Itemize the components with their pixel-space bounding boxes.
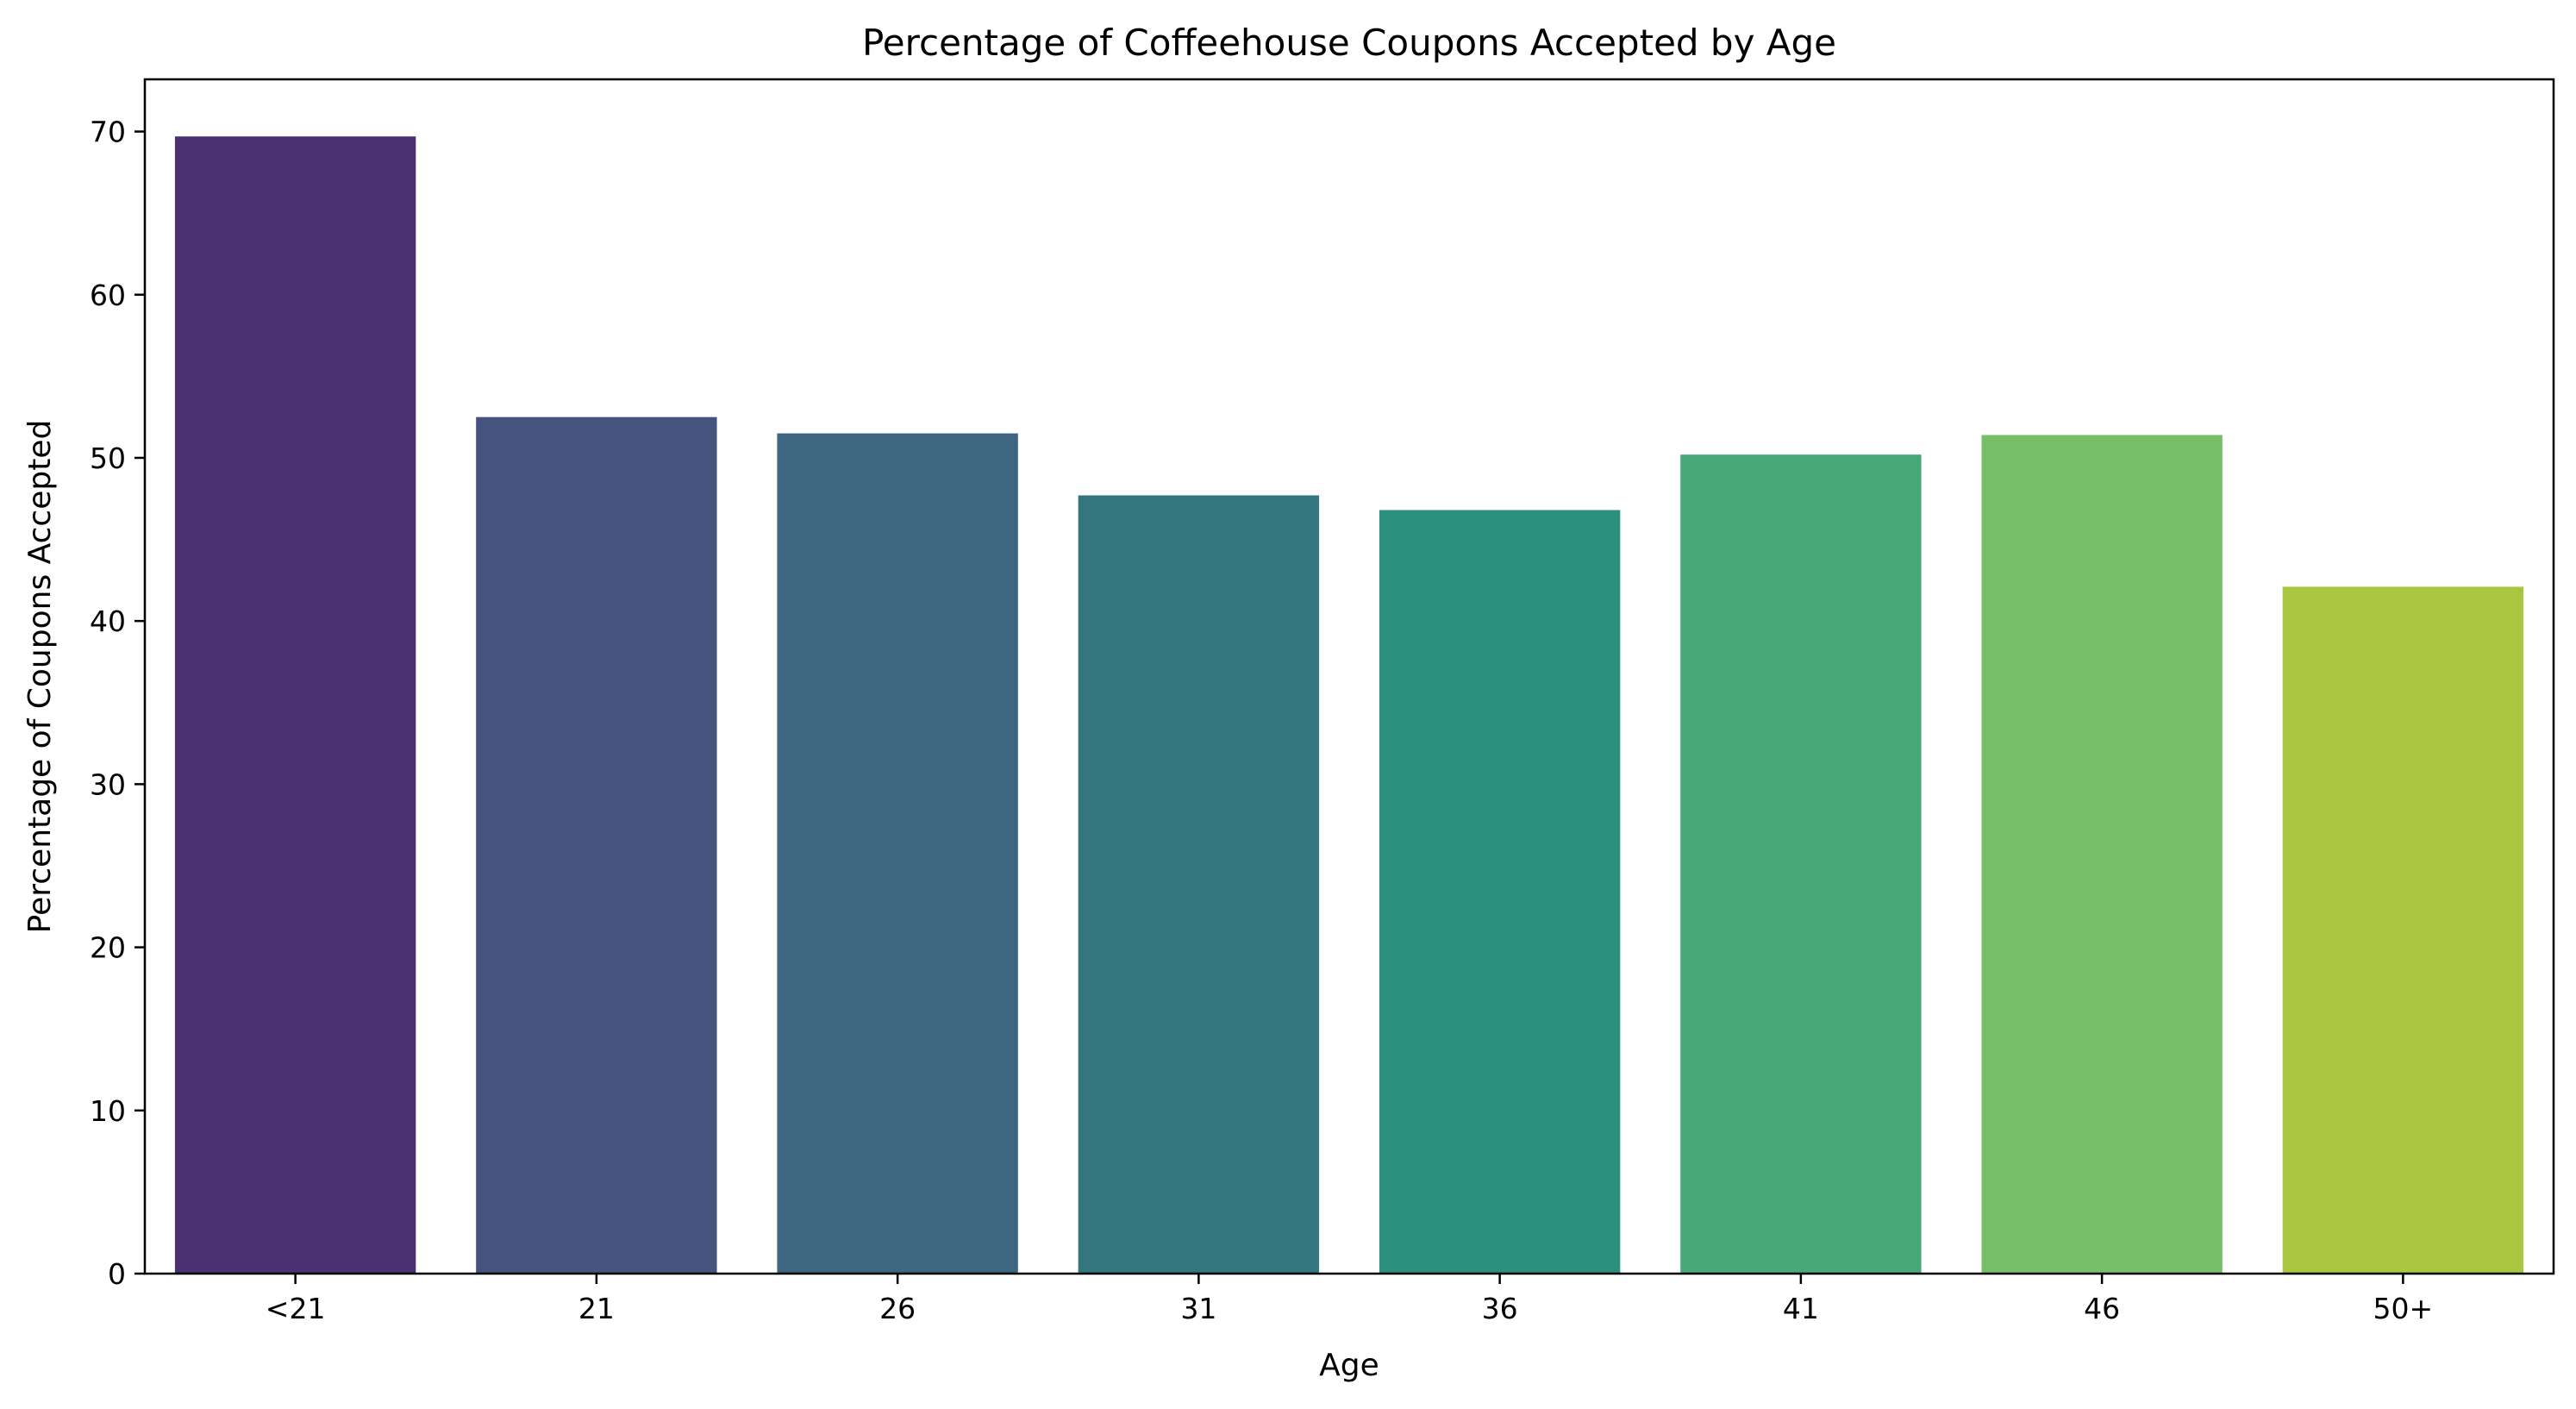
bar-6 xyxy=(1981,435,2223,1274)
x-tick-label: 36 xyxy=(1482,1292,1518,1325)
y-axis-ticks: 0 10 20 30 40 50 60 70 xyxy=(90,116,145,1291)
y-tick-label: 50 xyxy=(90,441,126,475)
y-tick-label: 20 xyxy=(90,931,126,965)
x-tick-label: 26 xyxy=(879,1292,916,1325)
x-tick-label: <21 xyxy=(266,1292,326,1325)
x-tick-label: 41 xyxy=(1783,1292,1819,1325)
bar-3 xyxy=(1078,495,1320,1274)
y-axis-label: Percentage of Coupons Accepted xyxy=(22,420,58,934)
bars xyxy=(174,136,2524,1274)
bar-4 xyxy=(1379,510,1621,1274)
bar-2 xyxy=(777,433,1018,1274)
y-tick-label: 0 xyxy=(108,1257,126,1291)
chart-title: Percentage of Coffeehouse Coupons Accept… xyxy=(862,22,1836,64)
bar-0 xyxy=(174,136,416,1274)
x-axis-label: Age xyxy=(1319,1348,1379,1383)
x-tick-label: 46 xyxy=(2084,1292,2120,1325)
y-tick-label: 60 xyxy=(90,279,126,312)
y-tick-label: 40 xyxy=(90,604,126,638)
plot-frame xyxy=(143,78,2555,1275)
y-tick-label: 10 xyxy=(90,1094,126,1128)
bar-5 xyxy=(1680,454,1922,1274)
y-tick-label: 70 xyxy=(90,116,126,149)
bar-7 xyxy=(2282,586,2524,1274)
y-tick-label: 30 xyxy=(90,767,126,801)
x-tick-label: 21 xyxy=(578,1292,615,1325)
bar-1 xyxy=(476,416,717,1274)
x-tick-label: 50+ xyxy=(2373,1292,2434,1325)
x-axis-ticks: <21 21 26 31 36 41 46 50+ xyxy=(266,1274,2433,1325)
x-tick-label: 31 xyxy=(1180,1292,1216,1325)
